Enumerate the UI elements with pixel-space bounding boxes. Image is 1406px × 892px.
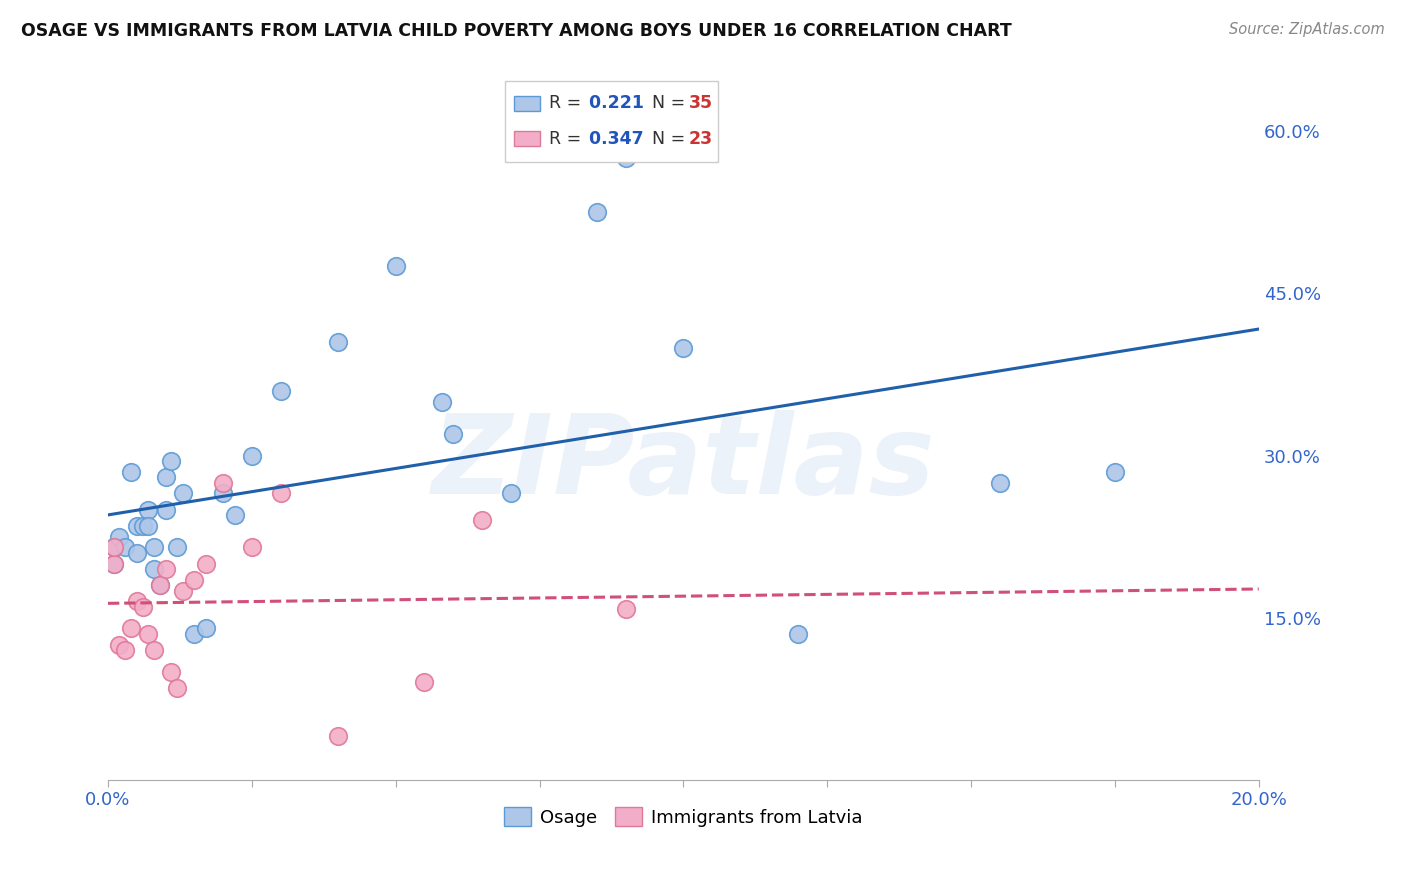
- Point: [614, 602, 637, 616]
- Point: [270, 486, 292, 500]
- Point: [413, 675, 436, 690]
- Point: [183, 627, 205, 641]
- Point: [149, 578, 172, 592]
- Text: N =: N =: [641, 129, 690, 147]
- Point: [166, 681, 188, 695]
- Point: [125, 546, 148, 560]
- Point: [441, 426, 464, 441]
- Point: [787, 627, 810, 641]
- Point: [120, 621, 142, 635]
- Point: [103, 557, 125, 571]
- Point: [131, 599, 153, 614]
- Point: [108, 530, 131, 544]
- Point: [270, 384, 292, 398]
- Text: OSAGE VS IMMIGRANTS FROM LATVIA CHILD POVERTY AMONG BOYS UNDER 16 CORRELATION CH: OSAGE VS IMMIGRANTS FROM LATVIA CHILD PO…: [21, 22, 1012, 40]
- Point: [430, 394, 453, 409]
- Point: [212, 486, 235, 500]
- Point: [155, 470, 177, 484]
- Point: [103, 541, 125, 555]
- Point: [240, 541, 263, 555]
- Legend: Osage, Immigrants from Latvia: Osage, Immigrants from Latvia: [496, 800, 870, 834]
- Point: [166, 541, 188, 555]
- Point: [384, 260, 406, 274]
- Point: [143, 643, 166, 657]
- Text: ZIPatlas: ZIPatlas: [432, 410, 935, 517]
- Point: [155, 562, 177, 576]
- Point: [143, 541, 166, 555]
- Point: [194, 621, 217, 635]
- Point: [136, 502, 159, 516]
- Point: [672, 341, 695, 355]
- Point: [224, 508, 246, 522]
- Point: [194, 557, 217, 571]
- Point: [131, 518, 153, 533]
- Point: [172, 583, 194, 598]
- FancyBboxPatch shape: [505, 81, 718, 161]
- Point: [586, 205, 609, 219]
- Point: [136, 518, 159, 533]
- Point: [114, 541, 136, 555]
- Text: 0.347: 0.347: [583, 129, 644, 147]
- Point: [172, 486, 194, 500]
- Text: 23: 23: [689, 129, 713, 147]
- Point: [114, 643, 136, 657]
- Point: [108, 638, 131, 652]
- Point: [136, 627, 159, 641]
- Point: [614, 152, 637, 166]
- Point: [326, 335, 349, 350]
- Point: [120, 465, 142, 479]
- Point: [1104, 465, 1126, 479]
- Point: [160, 665, 183, 679]
- Bar: [515, 95, 540, 112]
- Point: [212, 475, 235, 490]
- Text: R =: R =: [548, 95, 586, 112]
- Point: [103, 557, 125, 571]
- Point: [471, 513, 494, 527]
- Point: [143, 562, 166, 576]
- Point: [240, 449, 263, 463]
- Text: N =: N =: [641, 95, 690, 112]
- Point: [103, 541, 125, 555]
- Point: [149, 578, 172, 592]
- Point: [988, 475, 1011, 490]
- Point: [499, 486, 522, 500]
- Point: [183, 573, 205, 587]
- Point: [125, 518, 148, 533]
- Text: 35: 35: [689, 95, 713, 112]
- Point: [160, 454, 183, 468]
- Point: [125, 594, 148, 608]
- Text: Source: ZipAtlas.com: Source: ZipAtlas.com: [1229, 22, 1385, 37]
- Point: [326, 730, 349, 744]
- Bar: [515, 131, 540, 146]
- Point: [155, 502, 177, 516]
- Text: 0.221: 0.221: [583, 95, 644, 112]
- Text: R =: R =: [548, 129, 586, 147]
